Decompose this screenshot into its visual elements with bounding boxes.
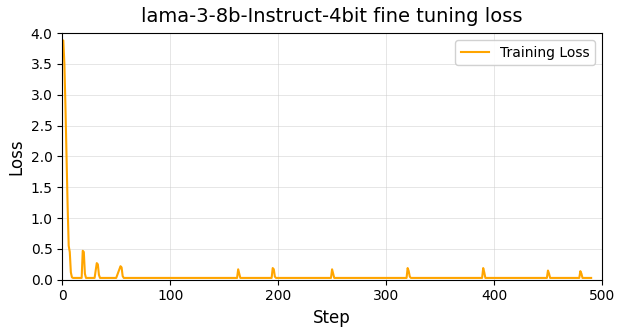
Training Loss bbox=[472, 276, 480, 280]
Line: Training Loss: Training Loss bbox=[62, 40, 591, 278]
X-axis label: Step: Step bbox=[313, 309, 351, 327]
Training Loss bbox=[384, 276, 392, 280]
Training Loss bbox=[445, 276, 452, 280]
Title: lama-3-8b-Instruct-4bit fine tuning loss: lama-3-8b-Instruct-4bit fine tuning loss bbox=[141, 7, 523, 26]
Training Loss bbox=[58, 38, 66, 42]
Training Loss bbox=[118, 266, 125, 270]
Training Loss bbox=[587, 276, 595, 280]
Y-axis label: Loss: Loss bbox=[7, 138, 25, 175]
Legend: Training Loss: Training Loss bbox=[455, 40, 595, 65]
Training Loss bbox=[64, 204, 72, 208]
Training Loss bbox=[346, 276, 354, 280]
Training Loss bbox=[69, 276, 77, 280]
